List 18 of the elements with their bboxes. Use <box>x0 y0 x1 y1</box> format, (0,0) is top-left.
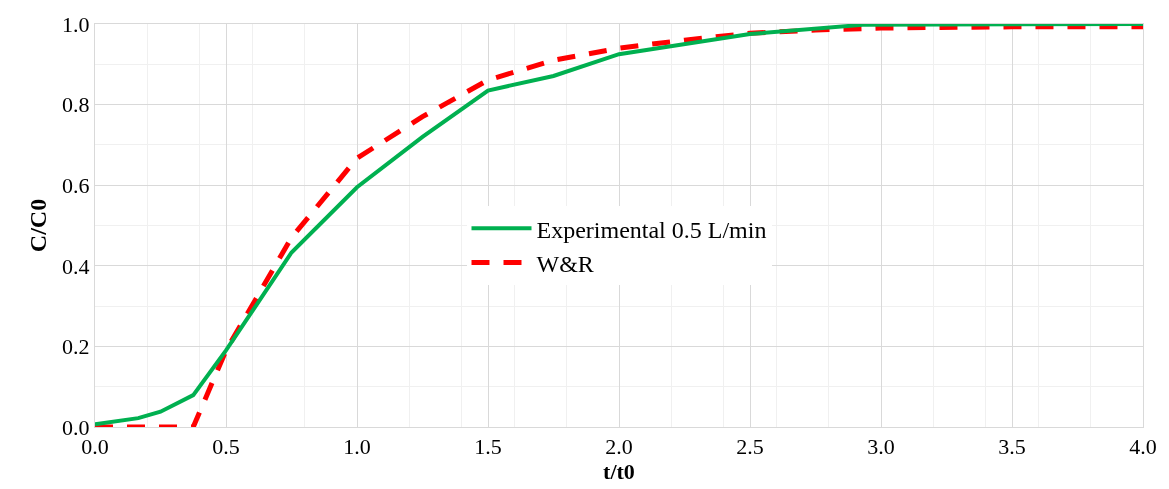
line-series <box>95 24 1143 427</box>
y-tick-label: 0.2 <box>62 334 90 360</box>
x-tick-label: 1.5 <box>474 434 502 460</box>
legend-label: W&R <box>536 250 594 277</box>
y-tick-label: 0.4 <box>62 253 90 279</box>
x-tick-label: 4.0 <box>1129 434 1157 460</box>
x-tick-label: 3.5 <box>998 434 1026 460</box>
x-tick-label: 2.5 <box>736 434 764 460</box>
x-tick-label: 1.0 <box>343 434 371 460</box>
y-tick-label: 1.0 <box>62 11 90 37</box>
y-axis-title: C/C0 <box>25 198 52 253</box>
y-tick-label: 0.8 <box>62 92 90 118</box>
x-axis-title: t/t0 <box>603 459 635 485</box>
y-tick-label: 0.6 <box>62 172 90 198</box>
x-tick-label: 3.0 <box>867 434 895 460</box>
legend-label: Experimental 0.5 L/min <box>536 216 767 243</box>
x-tick-label: 0.5 <box>212 434 240 460</box>
x-tick-label: 2.0 <box>605 434 633 460</box>
